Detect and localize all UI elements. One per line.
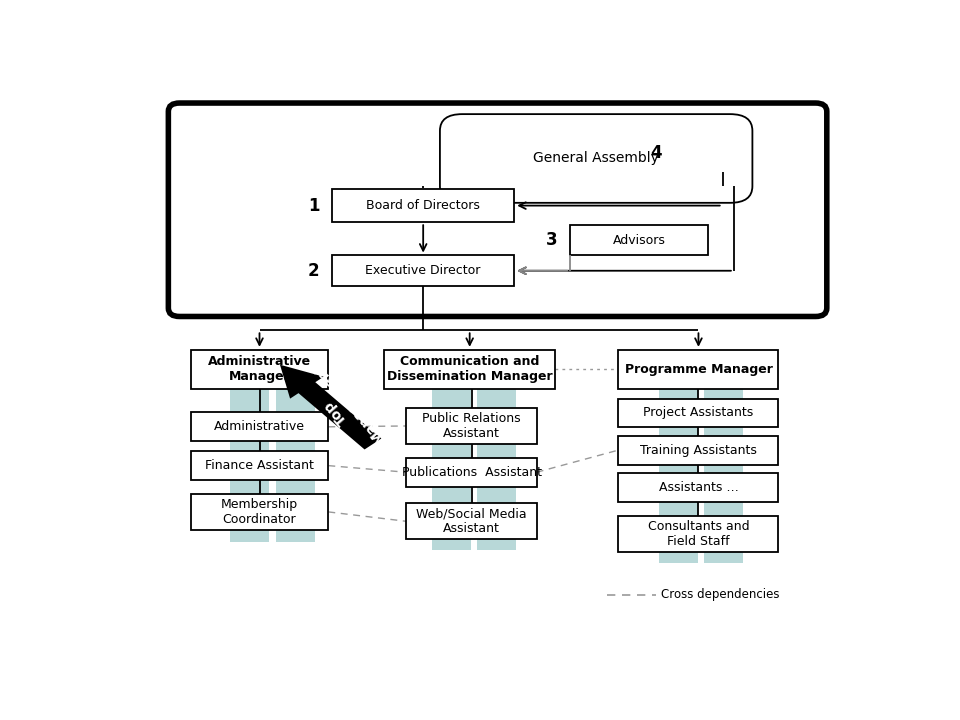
Bar xyxy=(704,366,743,563)
FancyBboxPatch shape xyxy=(440,114,753,203)
Text: Training Assistants: Training Assistants xyxy=(640,444,756,456)
FancyBboxPatch shape xyxy=(618,516,779,552)
Text: Board of Directors: Board of Directors xyxy=(367,199,480,212)
Text: Administrative
Manager: Administrative Manager xyxy=(208,355,311,383)
FancyBboxPatch shape xyxy=(384,350,555,389)
Text: Publications  Assistant: Publications Assistant xyxy=(401,466,541,479)
Text: 1: 1 xyxy=(308,197,319,215)
FancyBboxPatch shape xyxy=(618,436,779,464)
Bar xyxy=(432,372,471,550)
FancyBboxPatch shape xyxy=(570,225,708,256)
Text: Executive Director: Executive Director xyxy=(366,264,481,277)
Bar xyxy=(276,373,315,542)
FancyBboxPatch shape xyxy=(191,350,328,389)
Text: Programme Manager: Programme Manager xyxy=(625,363,773,376)
Text: Consultants and
Field Staff: Consultants and Field Staff xyxy=(648,520,749,548)
FancyBboxPatch shape xyxy=(332,256,515,286)
FancyBboxPatch shape xyxy=(406,503,537,539)
FancyBboxPatch shape xyxy=(406,408,537,444)
Polygon shape xyxy=(280,365,381,449)
Text: Advisors: Advisors xyxy=(612,234,665,247)
Text: Assistants …: Assistants … xyxy=(659,481,738,495)
Text: Top
Management: Top Management xyxy=(297,359,386,456)
Bar xyxy=(477,372,516,550)
FancyBboxPatch shape xyxy=(191,494,328,530)
FancyBboxPatch shape xyxy=(332,189,515,222)
Text: Communication and
Dissemination Manager: Communication and Dissemination Manager xyxy=(387,355,553,383)
FancyBboxPatch shape xyxy=(191,413,328,441)
Text: Web/Social Media
Assistant: Web/Social Media Assistant xyxy=(417,508,527,536)
Text: 2: 2 xyxy=(307,262,320,280)
Text: 4: 4 xyxy=(650,144,661,162)
Text: Cross dependencies: Cross dependencies xyxy=(660,588,780,601)
Text: General Assembly: General Assembly xyxy=(533,151,660,166)
Text: Administrative: Administrative xyxy=(214,420,305,433)
Bar xyxy=(230,373,269,542)
FancyBboxPatch shape xyxy=(191,451,328,480)
Text: Finance Assistant: Finance Assistant xyxy=(205,459,314,472)
Bar xyxy=(660,366,698,563)
Text: Membership
Coordinator: Membership Coordinator xyxy=(221,498,298,526)
FancyBboxPatch shape xyxy=(618,473,779,503)
FancyBboxPatch shape xyxy=(618,350,779,389)
FancyBboxPatch shape xyxy=(406,458,537,487)
Text: Public Relations
Assistant: Public Relations Assistant xyxy=(422,412,521,440)
Text: 3: 3 xyxy=(545,231,558,249)
Text: Project Assistants: Project Assistants xyxy=(643,407,754,420)
FancyBboxPatch shape xyxy=(168,103,827,317)
FancyBboxPatch shape xyxy=(618,399,779,428)
